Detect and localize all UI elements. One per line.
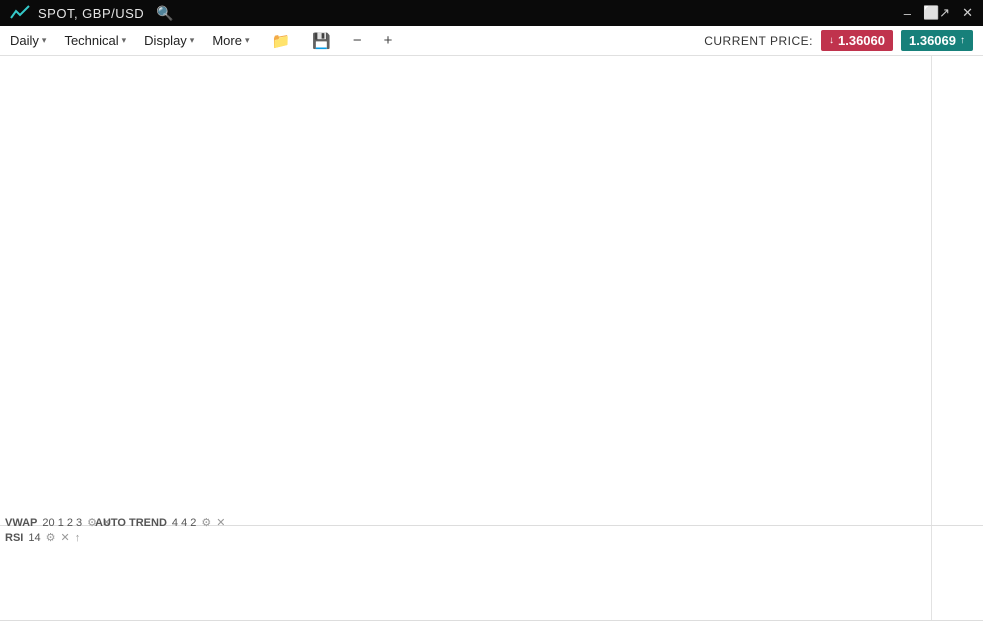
price-axis (931, 56, 983, 525)
minimize-button[interactable]: – (904, 6, 911, 21)
rsi-chart-svg (0, 526, 983, 621)
title-bar: SPOT, GBP/USD 🔍 – ⬜↗ ✕ (0, 0, 983, 26)
restore-button[interactable]: ⬜↗ (923, 5, 950, 21)
search-icon[interactable]: 🔍 (156, 5, 173, 22)
current-price-label: CURRENT PRICE: (704, 34, 813, 48)
rsi-expand-icon[interactable]: ↑ (75, 532, 81, 544)
toolbar: Daily ▾ Technical ▾ Display ▾ More ▾ 📁 💾 − +… (0, 26, 983, 56)
chevron-down-icon: ▾ (190, 35, 195, 46)
chevron-down-icon: ▾ (42, 35, 47, 46)
price-up-value: 1.36069 (909, 33, 956, 48)
price-chart-svg (0, 56, 983, 526)
app-logo-icon (10, 5, 30, 21)
price-down-pill: ↓ 1.36060 (821, 30, 893, 51)
close-button[interactable]: ✕ (962, 5, 973, 21)
zoom-in-icon[interactable]: + (384, 32, 393, 49)
menu-technical[interactable]: Technical ▾ (64, 33, 126, 48)
chevron-down-icon: ▾ (245, 35, 250, 46)
price-chart[interactable]: VWAP 20 1 2 3 ⚙ ✕ AUTO TREND 4 4 2 ⚙ ✕ (0, 56, 983, 526)
folder-icon[interactable]: 📁 (271, 32, 290, 50)
window-controls: – ⬜↗ ✕ (904, 5, 973, 21)
chevron-down-icon: ▾ (122, 35, 127, 46)
rsi-indicator-label: RSI 14 ⚙ ✕ ↑ (5, 531, 80, 544)
rsi-axis (931, 526, 983, 620)
rsi-settings-icon[interactable]: ⚙ (46, 531, 56, 544)
title-bar-left: SPOT, GBP/USD 🔍 (10, 5, 174, 22)
window-title: SPOT, GBP/USD (38, 6, 144, 21)
menu-more[interactable]: More ▾ (212, 33, 249, 48)
save-icon[interactable]: 💾 (312, 32, 331, 50)
menu-display[interactable]: Display ▾ (144, 33, 194, 48)
price-down-arrow-icon: ↓ (829, 35, 834, 46)
menu-daily[interactable]: Daily ▾ (10, 33, 46, 48)
price-up-arrow-icon: ↑ (960, 35, 965, 46)
zoom-out-icon[interactable]: − (353, 32, 362, 49)
x-axis (0, 621, 983, 644)
price-up-pill: 1.36069 ↑ (901, 30, 973, 51)
rsi-close-icon[interactable]: ✕ (60, 531, 69, 544)
price-down-value: 1.36060 (838, 33, 885, 48)
current-price-wrap: CURRENT PRICE: ↓ 1.36060 1.36069 ↑ (704, 26, 973, 55)
rsi-chart[interactable]: RSI 14 ⚙ ✕ ↑ (0, 526, 983, 621)
